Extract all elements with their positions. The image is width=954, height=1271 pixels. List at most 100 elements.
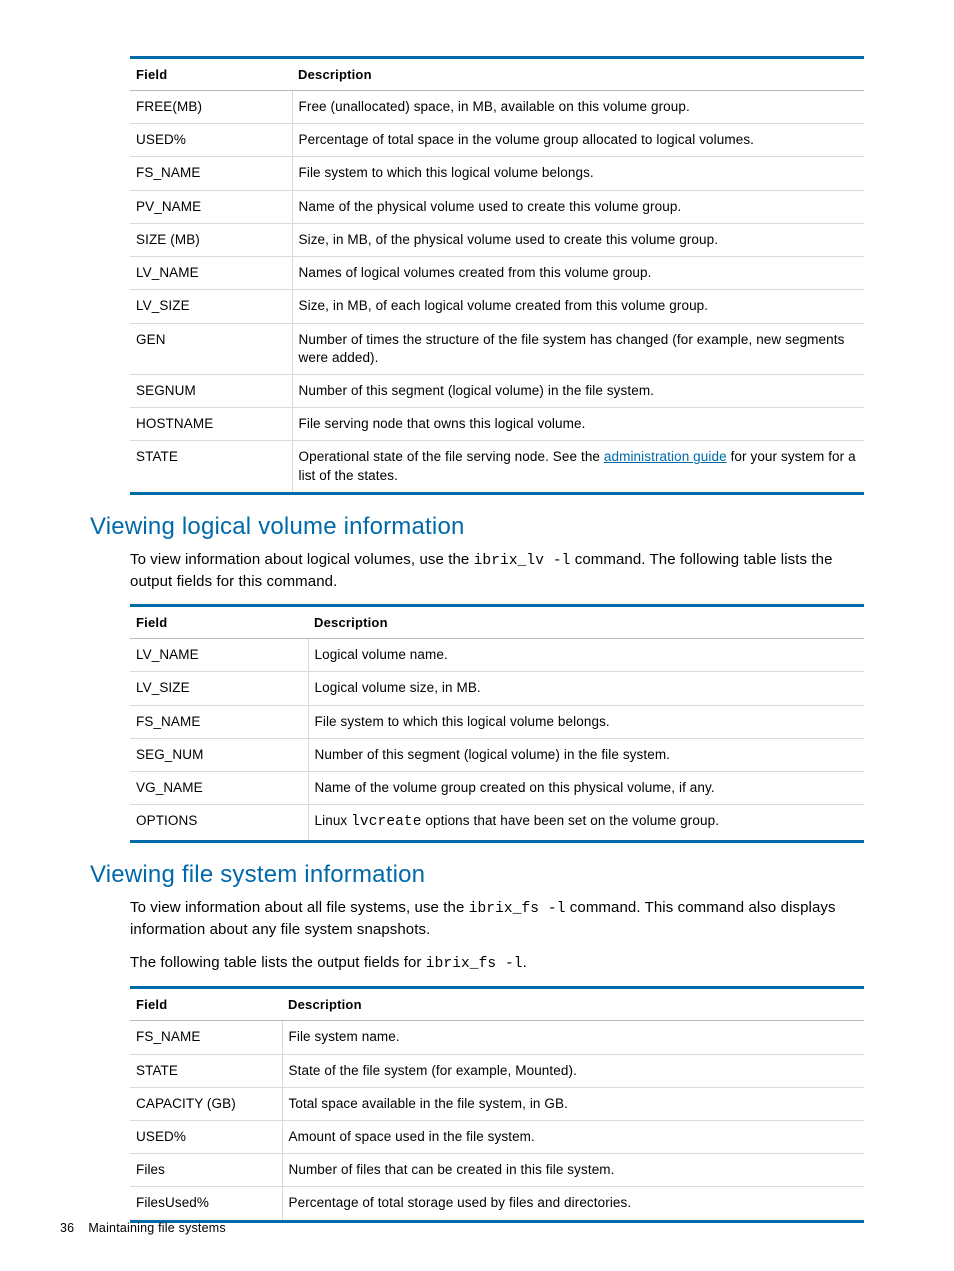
text: options that have been set on the volume… xyxy=(422,813,720,828)
table-row: GENNumber of times the structure of the … xyxy=(130,323,864,374)
table-row: STATEState of the file system (for examp… xyxy=(130,1054,864,1087)
col-header-description: Description xyxy=(308,606,864,639)
cell-description: File system to which this logical volume… xyxy=(292,157,864,190)
cell-field: FilesUsed% xyxy=(130,1187,282,1221)
table-row: FS_NAMEFile system to which this logical… xyxy=(130,157,864,190)
cell-description: File serving node that owns this logical… xyxy=(292,408,864,441)
page-footer: 36 Maintaining file systems xyxy=(60,1221,226,1235)
cell-field: STATE xyxy=(130,441,292,493)
page: Field Description FREE(MB)Free (unalloca… xyxy=(0,0,954,1271)
table-row: FilesNumber of files that can be created… xyxy=(130,1154,864,1187)
table1-wrapper: Field Description FREE(MB)Free (unalloca… xyxy=(130,56,864,495)
cell-field: SEG_NUM xyxy=(130,738,308,771)
section1-paragraph: To view information about logical volume… xyxy=(130,549,864,592)
chapter-title: Maintaining file systems xyxy=(88,1221,226,1235)
cell-description: Name of the physical volume used to crea… xyxy=(292,190,864,223)
cell-field: Files xyxy=(130,1154,282,1187)
cell-description: Logical volume name. xyxy=(308,639,864,672)
table-row: LV_SIZELogical volume size, in MB. xyxy=(130,672,864,705)
cell-description: Number of this segment (logical volume) … xyxy=(308,738,864,771)
cell-description: Number of files that can be created in t… xyxy=(282,1154,864,1187)
table-row: SIZE (MB)Size, in MB, of the physical vo… xyxy=(130,223,864,256)
cell-description: Size, in MB, of the physical volume used… xyxy=(292,223,864,256)
cell-field: PV_NAME xyxy=(130,190,292,223)
text: Linux xyxy=(315,813,352,828)
administration-guide-link[interactable]: administration guide xyxy=(604,449,727,464)
cell-field: USED% xyxy=(130,1121,282,1154)
cell-field: VG_NAME xyxy=(130,772,308,805)
table-row: SEGNUMNumber of this segment (logical vo… xyxy=(130,374,864,407)
cell-description: Number of times the structure of the fil… xyxy=(292,323,864,374)
heading-file-system: Viewing file system information xyxy=(90,861,864,889)
cell-description: Percentage of total space in the volume … xyxy=(292,124,864,157)
cell-field: SEGNUM xyxy=(130,374,292,407)
cell-description: State of the file system (for example, M… xyxy=(282,1054,864,1087)
table-header-row: Field Description xyxy=(130,606,864,639)
code-inline: ibrix_lv -l xyxy=(474,553,571,569)
col-header-field: Field xyxy=(130,988,282,1021)
cell-field: LV_NAME xyxy=(130,257,292,290)
cell-description: Linux lvcreate options that have been se… xyxy=(308,805,864,842)
table-row: LV_NAMELogical volume name. xyxy=(130,639,864,672)
cell-description: Total space available in the file system… xyxy=(282,1087,864,1120)
cell-field: LV_SIZE xyxy=(130,290,292,323)
heading-logical-volume: Viewing logical volume information xyxy=(90,513,864,541)
cell-field: FS_NAME xyxy=(130,705,308,738)
table-header-row: Field Description xyxy=(130,58,864,91)
cell-description: Operational state of the file serving no… xyxy=(292,441,864,493)
text: The following table lists the output fie… xyxy=(130,954,426,971)
cell-description: File system name. xyxy=(282,1021,864,1054)
table-row: USED%Amount of space used in the file sy… xyxy=(130,1121,864,1154)
page-number: 36 xyxy=(60,1221,74,1235)
table-row: HOSTNAMEFile serving node that owns this… xyxy=(130,408,864,441)
table-logical-volume-fields: Field Description LV_NAMELogical volume … xyxy=(130,604,864,843)
col-header-description: Description xyxy=(292,58,864,91)
cell-field: GEN xyxy=(130,323,292,374)
col-header-field: Field xyxy=(130,606,308,639)
cell-field: USED% xyxy=(130,124,292,157)
code-inline: ibrix_fs -l xyxy=(469,901,566,917)
section2-paragraph-1: To view information about all file syste… xyxy=(130,897,864,940)
table-row: SEG_NUMNumber of this segment (logical v… xyxy=(130,738,864,771)
table-row: CAPACITY (GB)Total space available in th… xyxy=(130,1087,864,1120)
cell-description: Names of logical volumes created from th… xyxy=(292,257,864,290)
table-header-row: Field Description xyxy=(130,988,864,1021)
section2-body: To view information about all file syste… xyxy=(130,897,864,1223)
section2-paragraph-2: The following table lists the output fie… xyxy=(130,952,864,974)
text: To view information about all file syste… xyxy=(130,899,469,916)
col-header-description: Description xyxy=(282,988,864,1021)
table-row: FS_NAMEFile system name. xyxy=(130,1021,864,1054)
table-volume-group-fields: Field Description FREE(MB)Free (unalloca… xyxy=(130,56,864,495)
cell-description: Percentage of total storage used by file… xyxy=(282,1187,864,1221)
cell-description: Amount of space used in the file system. xyxy=(282,1121,864,1154)
cell-field: FS_NAME xyxy=(130,1021,282,1054)
code-inline: lvcreate xyxy=(351,814,421,830)
table-row: PV_NAMEName of the physical volume used … xyxy=(130,190,864,223)
cell-description: Free (unallocated) space, in MB, availab… xyxy=(292,91,864,124)
cell-field: FS_NAME xyxy=(130,157,292,190)
code-inline: ibrix_fs -l xyxy=(426,956,523,972)
cell-field: STATE xyxy=(130,1054,282,1087)
table-row: OPTIONS Linux lvcreate options that have… xyxy=(130,805,864,842)
cell-field: CAPACITY (GB) xyxy=(130,1087,282,1120)
cell-description: Logical volume size, in MB. xyxy=(308,672,864,705)
table-row: LV_SIZESize, in MB, of each logical volu… xyxy=(130,290,864,323)
cell-field: FREE(MB) xyxy=(130,91,292,124)
text: . xyxy=(523,954,527,971)
col-header-field: Field xyxy=(130,58,292,91)
cell-field: HOSTNAME xyxy=(130,408,292,441)
cell-description: Size, in MB, of each logical volume crea… xyxy=(292,290,864,323)
cell-field: SIZE (MB) xyxy=(130,223,292,256)
cell-description: Name of the volume group created on this… xyxy=(308,772,864,805)
text: To view information about logical volume… xyxy=(130,551,474,568)
table-row: STATE Operational state of the file serv… xyxy=(130,441,864,493)
section1-body: To view information about logical volume… xyxy=(130,549,864,843)
table-row: LV_NAMENames of logical volumes created … xyxy=(130,257,864,290)
cell-field: OPTIONS xyxy=(130,805,308,842)
table-row: FS_NAMEFile system to which this logical… xyxy=(130,705,864,738)
cell-field: LV_SIZE xyxy=(130,672,308,705)
table-row: USED%Percentage of total space in the vo… xyxy=(130,124,864,157)
cell-description: File system to which this logical volume… xyxy=(308,705,864,738)
table-row: FREE(MB)Free (unallocated) space, in MB,… xyxy=(130,91,864,124)
table-file-system-fields: Field Description FS_NAMEFile system nam… xyxy=(130,986,864,1222)
